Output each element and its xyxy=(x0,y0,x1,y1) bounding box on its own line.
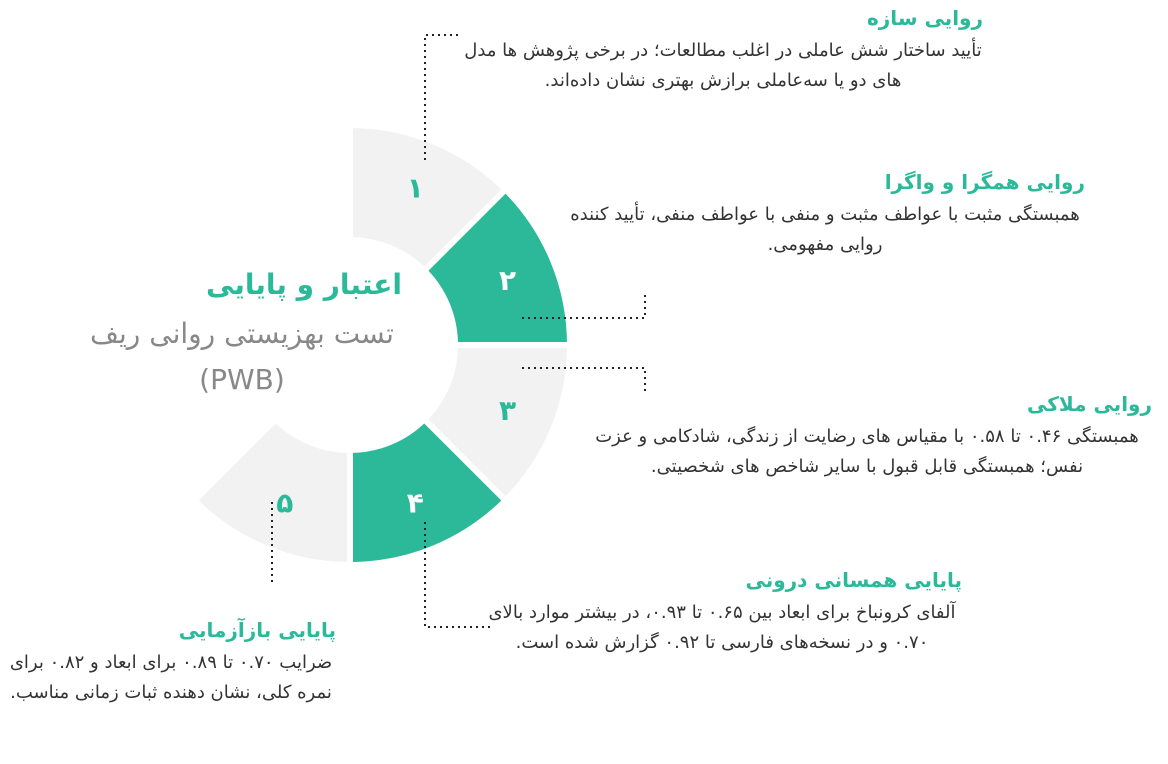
segment-number: ۲ xyxy=(499,264,516,297)
segment-number: ۱ xyxy=(407,171,424,204)
item-heading: روایی همگرا و واگرا xyxy=(884,170,1085,194)
title-block: اعتبار و پایایی تست بهزیستی روانی ریف (P… xyxy=(82,268,402,403)
connector-2 xyxy=(522,293,646,319)
segment-number: ۳ xyxy=(499,394,516,427)
item-heading: روایی سازه xyxy=(866,6,983,30)
item-text: ضرایب ۰.۷۰ تا ۰.۸۹ برای ابعاد و ۰.۸۲ برا… xyxy=(9,652,333,703)
item-text: همبستگی ۰.۴۶ تا ۰.۵۸ با مقیاس های رضایت … xyxy=(595,426,1139,477)
item-heading: پایایی بازآزمایی xyxy=(178,618,336,642)
item-text: همبستگی مثبت با عواطف مثبت و منفی با عوا… xyxy=(570,204,1080,255)
connector-3 xyxy=(522,367,646,392)
segment-number: ۴ xyxy=(407,487,424,520)
item-5: پایایی بازآزمایی ضرایب ۰.۷۰ تا ۰.۸۹ برای… xyxy=(6,618,336,708)
item-heading: روایی ملاکی xyxy=(1027,392,1152,416)
main-title: اعتبار و پایایی xyxy=(205,268,402,301)
item-heading: پایایی همسانی درونی xyxy=(745,568,962,592)
segment-number: ۵ xyxy=(276,487,293,520)
item-2: روایی همگرا و واگرا همبستگی مثبت با عواط… xyxy=(565,170,1085,260)
item-3: روایی ملاکی همبستگی ۰.۴۶ تا ۰.۵۸ با مقیا… xyxy=(582,392,1152,482)
item-text: آلفای کرونباخ برای ابعاد بین ۰.۶۵ تا ۰.۹… xyxy=(488,602,956,653)
item-text: تأیید ساختار شش عاملی در اغلب مطالعات؛ د… xyxy=(464,40,982,91)
item-4: پایایی همسانی درونی آلفای کرونباخ برای ا… xyxy=(482,568,962,658)
subtitle: تست بهزیستی روانی ریف (PWB) xyxy=(90,317,394,396)
segment-5 xyxy=(190,415,353,569)
item-1: روایی سازه تأیید ساختار شش عاملی در اغلب… xyxy=(463,6,983,96)
